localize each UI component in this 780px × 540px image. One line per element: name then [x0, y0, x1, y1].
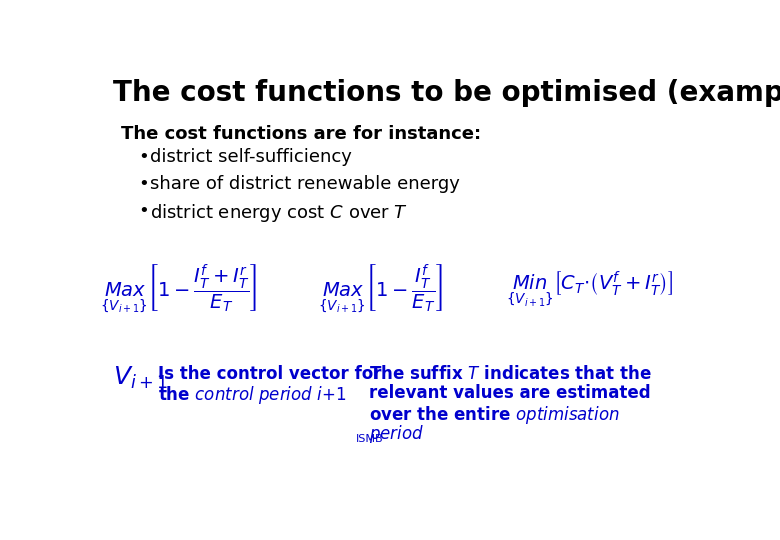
- Text: The cost functions to be optimised (examples): The cost functions to be optimised (exam…: [113, 79, 780, 107]
- Text: •: •: [138, 202, 148, 220]
- Text: district self-sufficiency: district self-sufficiency: [151, 148, 352, 166]
- Text: The cost functions are for instance:: The cost functions are for instance:: [121, 125, 481, 143]
- Text: $\underset{\{V_{i+1}\}}{Min}\left[C_{T}{\cdot}\left(V^{f}_{T}+I^{r}_{T}\right)\r: $\underset{\{V_{i+1}\}}{Min}\left[C_{T}{…: [506, 269, 673, 308]
- Text: over the entire $\mathit{optimisation}$: over the entire $\mathit{optimisation}$: [369, 403, 619, 426]
- Text: •: •: [138, 175, 148, 193]
- Text: the $\mathit{control\ period\ i{+}1}$: the $\mathit{control\ period\ i{+}1}$: [158, 384, 346, 407]
- Text: The suffix $\mathit{T}$ indicates that the: The suffix $\mathit{T}$ indicates that t…: [369, 365, 651, 383]
- Text: $V_{i+1}$: $V_{i+1}$: [113, 365, 168, 392]
- Text: Is the control vector for: Is the control vector for: [158, 365, 381, 383]
- Text: relevant values are estimated: relevant values are estimated: [369, 384, 651, 402]
- Text: $\mathit{period}$: $\mathit{period}$: [369, 423, 424, 445]
- Text: district energy cost $\mathit{C}$ over $\mathit{T}$: district energy cost $\mathit{C}$ over $…: [151, 202, 408, 224]
- Text: $\underset{\{V_{i+1}\}}{Max}\left[1-\dfrac{I^{f}_{T}}{E_{T}}\right]$: $\underset{\{V_{i+1}\}}{Max}\left[1-\dfr…: [318, 262, 443, 314]
- Text: ISMB: ISMB: [356, 434, 383, 444]
- Text: share of district renewable energy: share of district renewable energy: [151, 175, 460, 193]
- Text: $\underset{\{V_{i+1}\}}{Max}\left[1-\dfrac{I^{f}_{T}+I^{r}_{T}}{E_{T}}\right]$: $\underset{\{V_{i+1}\}}{Max}\left[1-\dfr…: [101, 262, 257, 314]
- Text: •: •: [138, 148, 148, 166]
